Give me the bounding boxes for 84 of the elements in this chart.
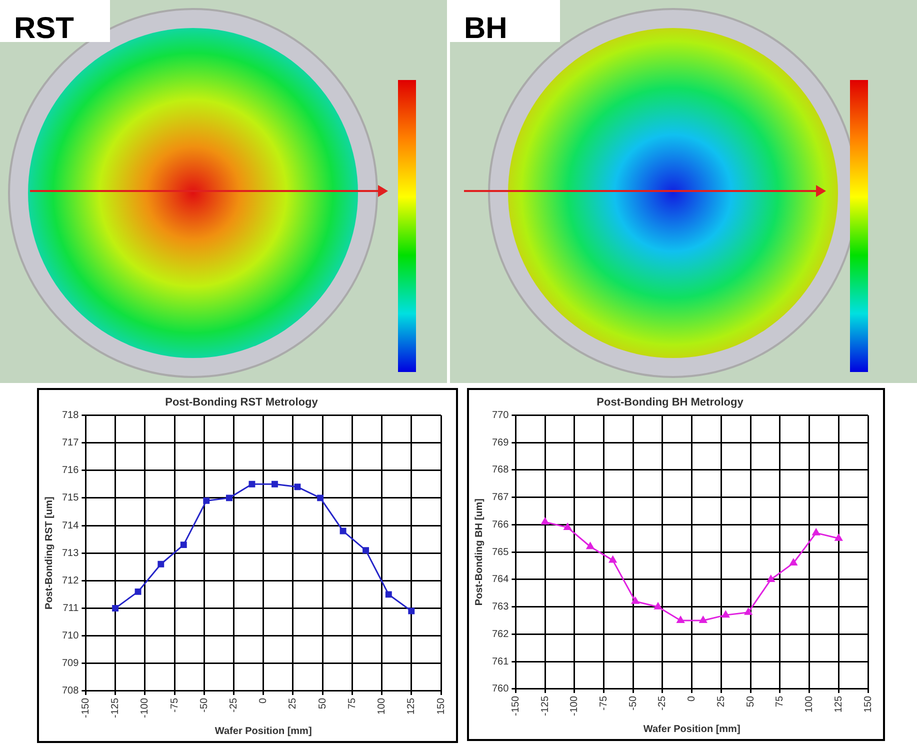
point: [541, 518, 549, 524]
x-tick-label: -150: [510, 696, 522, 716]
x-tick-label: -150: [80, 698, 92, 718]
y-tick-label: 763: [492, 602, 510, 613]
x-tick-label: -50: [628, 696, 639, 710]
y-tick-label: 766: [492, 519, 510, 530]
point: [632, 597, 640, 604]
y-tick-label: 767: [492, 492, 510, 504]
point: [385, 591, 392, 598]
y-tick-label: 715: [62, 492, 80, 504]
x-tick-label: -75: [598, 696, 610, 710]
point: [340, 528, 346, 534]
x-tick-label: 150: [436, 698, 447, 715]
point: [790, 558, 798, 566]
y-tick-label: 760: [492, 684, 510, 695]
x-tick-label: 100: [804, 696, 816, 713]
point: [158, 560, 164, 568]
text: RST: [0, 0, 110, 45]
y-tick-label: 718: [62, 410, 80, 421]
point: [699, 616, 707, 624]
y-axis-title: Post-Bonding RST [um]: [44, 496, 55, 610]
point: [834, 534, 842, 541]
y-tick-label: 765: [492, 546, 510, 558]
point: [564, 523, 572, 530]
x-tick-label: -100: [140, 698, 151, 718]
point: [676, 616, 684, 624]
y-tick-label: 714: [62, 520, 80, 532]
point: [226, 494, 232, 502]
x-tick-label: 125: [406, 698, 418, 715]
y-tick-label: 770: [492, 410, 510, 421]
point: [586, 542, 594, 550]
x-tick-label: -25: [228, 698, 240, 712]
x-tick-label: -75: [169, 698, 180, 712]
point: [609, 556, 617, 563]
x-tick-label: -125: [110, 698, 122, 718]
x-tick-label: 0: [258, 698, 270, 704]
y-tick-label: 711: [62, 603, 80, 614]
point: [248, 480, 256, 488]
y-tick-label: 762: [492, 628, 510, 640]
y-tick-label: 708: [62, 686, 80, 697]
y-tick-label: 716: [62, 465, 80, 476]
point: [722, 610, 730, 618]
y-tick-label: 761: [492, 656, 510, 668]
x-tick-label: 75: [346, 698, 358, 710]
point: [654, 602, 662, 610]
x-tick-label: -50: [198, 698, 210, 712]
point: [180, 542, 187, 548]
y-tick-label: 768: [492, 464, 510, 476]
x-tick-label: 50: [317, 698, 328, 710]
y-tick-label: 712: [62, 575, 80, 586]
text: BH: [450, 0, 560, 45]
chart-title: Post-Bonding RST Metrology: [165, 396, 319, 409]
x-tick-label: 125: [833, 696, 844, 713]
point: [271, 480, 278, 488]
x-axis-title: Wafer Position [mm]: [214, 726, 312, 737]
point: [294, 484, 301, 490]
y-tick-label: 710: [62, 630, 80, 642]
x-tick-label: 75: [774, 696, 786, 708]
x-tick-label: 25: [716, 696, 727, 708]
point: [767, 575, 775, 582]
y-tick-label: 717: [62, 438, 80, 449]
point: [112, 605, 119, 612]
point: [134, 588, 142, 595]
x-tick-label: 25: [288, 698, 299, 710]
x-tick-label: 50: [745, 696, 756, 708]
point: [203, 497, 210, 504]
point: [812, 528, 820, 536]
x-tick-label: -25: [657, 696, 668, 710]
y-tick-label: 713: [62, 548, 80, 559]
point: [744, 608, 752, 615]
x-tick-label: -125: [540, 696, 551, 716]
x-tick-label: 0: [686, 696, 698, 702]
point: [317, 494, 324, 502]
x-tick-label: 100: [376, 698, 388, 715]
y-tick-label: 709: [62, 658, 80, 670]
y-tick-label: 764: [492, 574, 510, 586]
y-tick-label: 769: [492, 437, 510, 448]
x-tick-label: 150: [862, 696, 874, 713]
chart-title: Post-Bonding BH Metrology: [596, 396, 744, 409]
x-tick-label: -100: [569, 696, 580, 716]
point: [362, 547, 370, 554]
x-axis-title: Wafer Position [mm]: [643, 724, 740, 735]
point: [408, 608, 415, 614]
y-axis-title: Post-Bonding BH [um]: [474, 498, 485, 606]
